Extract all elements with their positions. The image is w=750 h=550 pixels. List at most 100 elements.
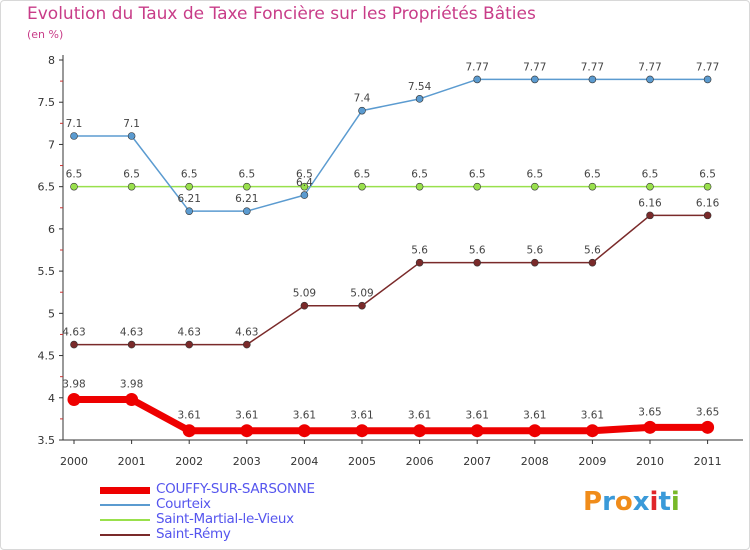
series-0-label-5: 3.61 xyxy=(350,410,373,422)
series-2-label-8: 6.5 xyxy=(526,169,543,181)
x-tick-label-10: 2010 xyxy=(636,455,664,468)
series-0-point-10 xyxy=(643,420,657,434)
series-1-point-11 xyxy=(703,75,712,84)
series-3-point-10 xyxy=(646,211,654,220)
logo-letter-4: i xyxy=(649,487,659,517)
y-tick-label-4: 5.5 xyxy=(38,265,56,278)
series-3-point-7 xyxy=(473,258,482,267)
series-1-point-8 xyxy=(530,75,539,84)
series-1-point-9 xyxy=(588,75,597,84)
series-3-point-8 xyxy=(530,258,539,267)
series-2-label-1: 6.5 xyxy=(123,169,140,181)
series-2-label-10: 6.5 xyxy=(642,169,659,181)
series-1-point-7 xyxy=(473,75,482,84)
series-1-label-3: 6.21 xyxy=(235,193,258,205)
series-0-point-4 xyxy=(297,424,311,438)
series-0-point-5 xyxy=(355,424,369,438)
series-0-point-0 xyxy=(67,392,81,406)
y-tick-label-3: 5 xyxy=(48,307,55,320)
series-1-label-0: 7.1 xyxy=(66,118,83,130)
series-2-point-2 xyxy=(185,182,193,191)
logo-letter-2: o xyxy=(614,487,633,517)
series-2-point-6 xyxy=(415,182,424,191)
series-1-point-10 xyxy=(646,75,654,84)
y-tick-label-0: 3.5 xyxy=(38,434,56,447)
series-2-point-9 xyxy=(588,182,597,191)
series-0-point-1 xyxy=(125,392,139,406)
series-1-label-7: 7.77 xyxy=(466,61,489,73)
series-0-point-7 xyxy=(470,424,484,438)
series-3-label-11: 6.16 xyxy=(696,197,720,209)
series-2-point-0 xyxy=(70,182,78,191)
logo-letter-3: x xyxy=(632,487,650,517)
x-tick-label-6: 2006 xyxy=(406,455,434,468)
y-tick-label-6: 6.5 xyxy=(38,181,56,194)
series-0-point-3 xyxy=(240,424,254,438)
series-2-label-5: 6.5 xyxy=(354,169,371,181)
proxiti-logo: Proxiti xyxy=(583,487,680,517)
series-2-label-4: 6.5 xyxy=(296,169,313,181)
series-1-label-5: 7.4 xyxy=(354,93,371,105)
y-tick-label-7: 7 xyxy=(48,138,55,151)
series-3-label-5: 5.09 xyxy=(350,288,373,300)
x-tick-label-0: 2000 xyxy=(60,455,88,468)
x-tick-label-1: 2001 xyxy=(118,455,146,468)
series-2-point-1 xyxy=(127,182,136,191)
y-tick-label-5: 6 xyxy=(48,223,55,236)
series-2-point-11 xyxy=(703,182,712,191)
x-tick-label-8: 2008 xyxy=(521,455,549,468)
series-2-point-10 xyxy=(646,182,654,191)
series-0-point-2 xyxy=(182,424,196,438)
series-3-label-0: 4.63 xyxy=(62,327,85,339)
series-3-point-6 xyxy=(415,258,424,267)
series-3-point-9 xyxy=(588,258,597,267)
series-1-label-2: 6.21 xyxy=(178,193,201,205)
series-1-point-5 xyxy=(358,106,366,115)
series-2-label-7: 6.5 xyxy=(469,169,486,181)
x-tick-label-5: 2005 xyxy=(348,455,376,468)
series-0-label-7: 3.61 xyxy=(466,410,489,422)
series-3-point-2 xyxy=(185,340,193,349)
series-2-label-6: 6.5 xyxy=(411,169,428,181)
series-2-label-11: 6.5 xyxy=(699,169,716,181)
legend-label-2: Saint-Martial-le-Vieux xyxy=(156,511,294,527)
y-tick-label-1: 4 xyxy=(48,392,55,405)
series-1-label-4: 6.4 xyxy=(296,177,313,189)
legend-swatch-1 xyxy=(100,504,150,506)
chart-title: Evolution du Taux de Taxe Foncière sur l… xyxy=(27,4,536,24)
logo-letter-0: P xyxy=(583,487,603,517)
series-1-point-1 xyxy=(127,132,136,140)
series-0-label-10: 3.65 xyxy=(638,406,661,418)
series-3-label-4: 5.09 xyxy=(293,288,316,300)
series-1-point-4 xyxy=(300,191,309,199)
x-tick-label-2: 2002 xyxy=(175,455,203,468)
series-3-point-4 xyxy=(300,301,309,310)
series-2-point-7 xyxy=(473,182,482,191)
series-1-label-11: 7.77 xyxy=(696,61,719,73)
series-0-point-6 xyxy=(413,424,427,438)
series-0-label-8: 3.61 xyxy=(523,410,546,422)
legend-swatch-3 xyxy=(100,534,150,536)
series-0-label-9: 3.61 xyxy=(581,410,604,422)
legend-label-0: COUFFY-SUR-SARSONNE xyxy=(156,481,315,497)
y-tick-label-9: 8 xyxy=(48,54,55,67)
series-3-point-1 xyxy=(127,340,136,349)
logo-letter-1: r xyxy=(602,487,615,517)
series-1-point-2 xyxy=(185,207,193,215)
series-0-label-0: 3.98 xyxy=(62,378,85,390)
x-tick-label-9: 2009 xyxy=(578,455,606,468)
series-0-label-1: 3.98 xyxy=(120,378,143,390)
series-1-point-6 xyxy=(415,95,424,103)
series-3-point-3 xyxy=(243,340,251,349)
y-tick-label-8: 7.5 xyxy=(38,96,56,109)
series-0-label-4: 3.61 xyxy=(293,410,316,422)
series-3-label-3: 4.63 xyxy=(235,327,258,339)
series-3-label-6: 5.6 xyxy=(411,245,428,257)
x-tick-label-4: 2004 xyxy=(290,455,318,468)
series-2-label-9: 6.5 xyxy=(584,169,601,181)
series-3-label-7: 5.6 xyxy=(469,245,486,257)
series-0-label-3: 3.61 xyxy=(235,410,258,422)
series-3-label-1: 4.63 xyxy=(120,327,143,339)
series-0-label-2: 3.61 xyxy=(178,410,201,422)
